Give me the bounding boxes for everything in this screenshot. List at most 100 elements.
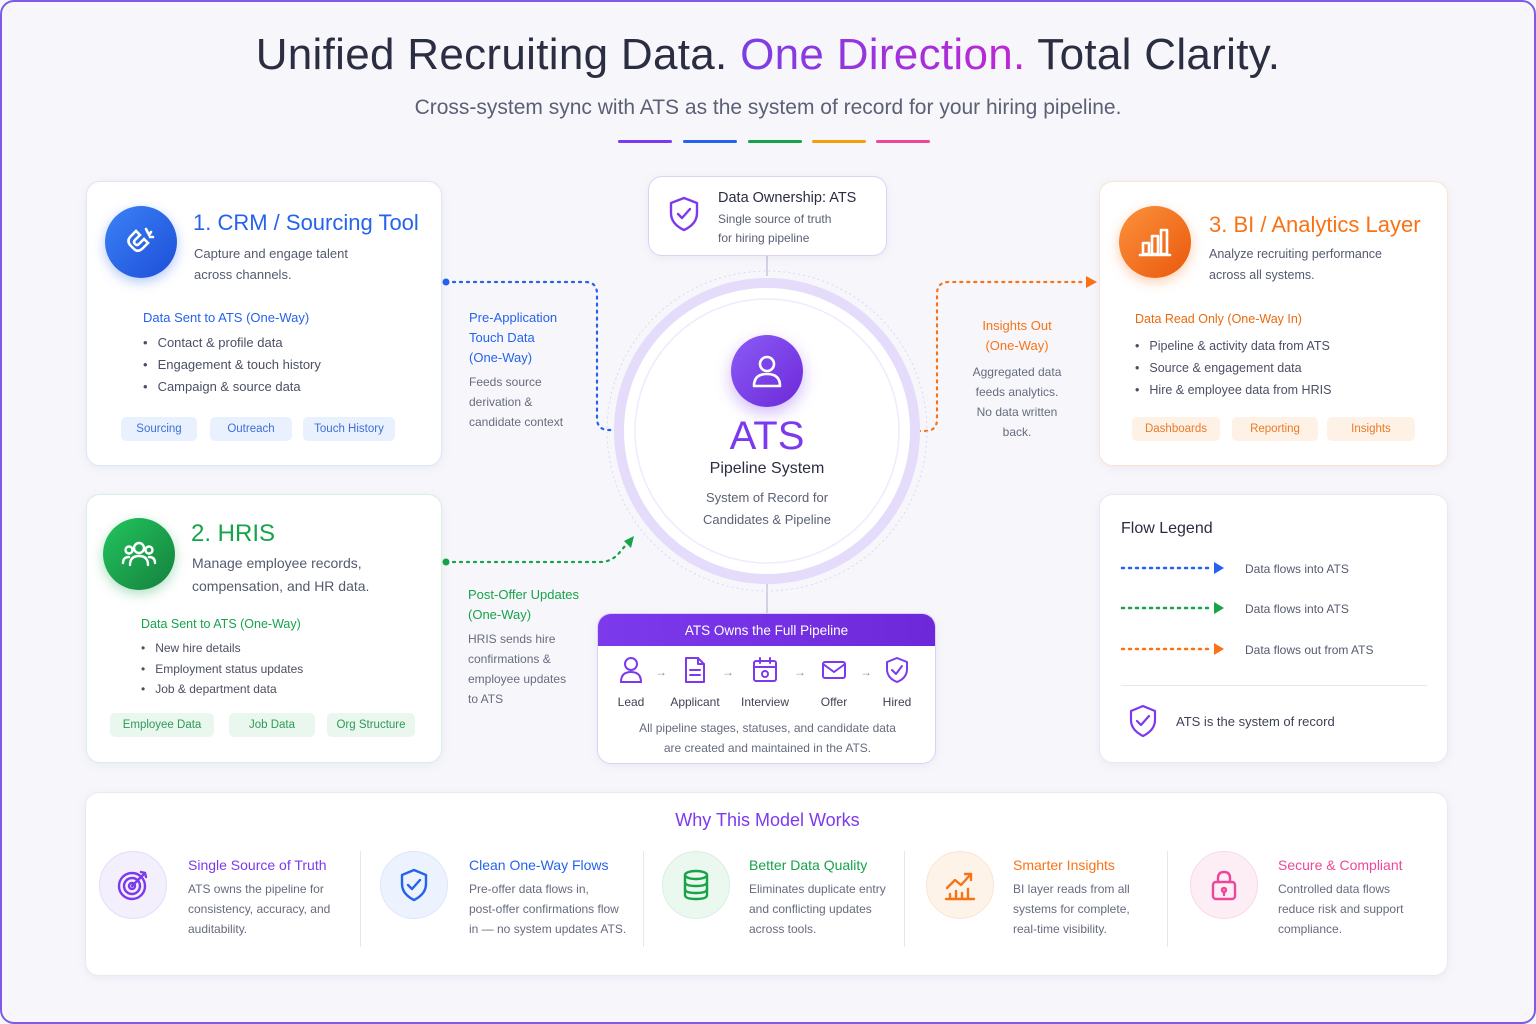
list-item: Contact & profile data [143,332,321,354]
legend-label-1: Data flows into ATS [1245,562,1349,576]
trend-chart-icon [926,851,994,919]
underline-blue [683,140,737,143]
why-title: Why This Model Works [675,810,860,830]
bi-bullet-list: Pipeline & activity data from ATS Source… [1135,335,1331,401]
arrow-icon: → [794,665,806,679]
why-item-2: Clean One-Way Flows Pre-offer data flows… [469,857,627,936]
stage-applicant: Applicant [662,656,728,709]
user-icon [731,335,803,407]
legend-footer: ATS is the system of record [1176,714,1335,729]
ownership-title: Data Ownership: ATS [718,190,857,206]
bi-description: Analyze recruiting performance across al… [1209,247,1382,282]
list-item: Job & department data [141,679,303,700]
legend-arrow-orange [1120,643,1224,655]
divider [360,851,361,947]
bi-card: 3. BI / Analytics Layer Analyze recruiti… [1099,181,1448,466]
chip-org-structure[interactable]: Org Structure [327,713,415,737]
stage-lead: Lead [598,656,664,709]
ats-description: System of Record for Candidates & Pipeli… [703,490,831,527]
flow-legend: Flow Legend Data flows into ATS Data flo… [1099,494,1448,763]
magnet-icon [105,206,177,278]
legend-arrow-blue [1120,562,1224,574]
people-icon [103,518,175,590]
arrow-icon: → [655,665,667,679]
legend-divider [1121,685,1427,686]
shield-check-icon [886,657,908,683]
legend-label-3: Data flows out from ATS [1245,643,1374,657]
list-item: Employment status updates [141,659,303,680]
chip-outreach[interactable]: Outreach [210,417,292,441]
bi-title: 3. BI / Analytics Layer [1209,212,1421,237]
divider [1167,851,1168,947]
why-item-3: Better Data Quality Eliminates duplicate… [749,857,886,936]
chip-reporting[interactable]: Reporting [1232,417,1318,441]
person-icon [619,657,643,683]
legend-title: Flow Legend [1121,520,1213,537]
pipeline-box: ATS Owns the Full Pipeline Lead → Applic… [597,613,936,764]
stage-hired: Hired [864,656,930,709]
pre-application-flow-label: Pre-Application Touch Data (One-Way) Fee… [469,310,564,429]
list-item: Source & engagement data [1135,357,1331,379]
crm-description: Capture and engage talent across channel… [194,246,348,282]
chip-touch-history[interactable]: Touch History [303,417,395,441]
title-part-1: Unified Recruiting Data. [255,30,728,79]
arrow-icon: → [860,665,872,679]
hris-section-heading: Data Sent to ATS (One-Way) [141,617,301,631]
legend-arrow-green [1120,602,1224,614]
hris-description: Manage employee records, compensation, a… [192,555,370,594]
why-item-1: Single Source of Truth ATS owns the pipe… [188,857,331,936]
calendar-icon [753,657,777,682]
target-icon [99,851,167,919]
crm-bullet-list: Contact & profile data Engagement & touc… [143,332,321,398]
hris-bullet-list: New hire details Employment status updat… [141,638,303,700]
page-subtitle: Cross-system sync with ATS as the system… [414,96,1122,119]
divider [904,851,905,947]
list-item: Pipeline & activity data from ATS [1135,335,1331,357]
shield-check-icon [1128,704,1158,743]
why-item-5: Secure & Compliant Controlled data flows… [1278,857,1404,936]
envelope-icon [822,661,846,679]
bar-chart-icon [1119,206,1191,278]
list-item: Campaign & source data [143,376,321,398]
hris-title: 2. HRIS [191,520,276,547]
arrow-icon: → [722,665,734,679]
list-item: Hire & employee data from HRIS [1135,379,1331,401]
legend-label-2: Data flows into ATS [1245,602,1349,616]
why-item-4: Smarter Insights BI layer reads from all… [1013,857,1130,936]
chip-insights[interactable]: Insights [1327,417,1415,441]
why-section: Why This Model Works Single Source of Tr… [85,792,1448,976]
stage-interview: Interview [732,656,798,709]
underline-orange [812,140,866,143]
ats-name: ATS [729,414,805,458]
chip-sourcing[interactable]: Sourcing [121,417,197,441]
chip-dashboards[interactable]: Dashboards [1132,417,1220,441]
hris-card: 2. HRIS Manage employee records, compens… [86,494,442,763]
pipeline-footer: All pipeline stages, statuses, and candi… [639,721,896,755]
lock-icon [1190,851,1258,919]
underline-pink [876,140,930,143]
list-item: Engagement & touch history [143,354,321,376]
underline-green [748,140,802,143]
document-icon [685,657,705,683]
insights-out-flow-label: Insights Out (One-Way) Aggregated data f… [972,318,1062,439]
underline-purple [618,140,672,143]
bi-section-heading: Data Read Only (One-Way In) [1135,312,1302,326]
stage-offer: Offer [801,656,867,709]
page-title: Unified Recruiting Data. One Direction. … [0,30,1536,80]
chip-job-data[interactable]: Job Data [229,713,315,737]
ats-subtitle: Pipeline System [709,460,825,477]
crm-title: 1. CRM / Sourcing Tool [193,210,419,235]
ownership-description: Single source of truth for hiring pipeli… [718,212,832,245]
shield-check-icon [380,851,448,919]
post-offer-flow-label: Post-Offer Updates (One-Way) HRIS sends … [468,587,580,706]
crm-card: 1. CRM / Sourcing Tool Capture and engag… [86,181,442,466]
data-ownership-box: Data Ownership: ATS Single source of tru… [648,176,887,256]
pipeline-header: ATS Owns the Full Pipeline [598,614,935,646]
crm-section-heading: Data Sent to ATS (One-Way) [143,310,310,325]
list-item: New hire details [141,638,303,659]
divider [643,851,644,947]
chip-employee-data[interactable]: Employee Data [110,713,214,737]
title-part-2: Total Clarity. [1037,30,1281,79]
database-icon [662,851,730,919]
